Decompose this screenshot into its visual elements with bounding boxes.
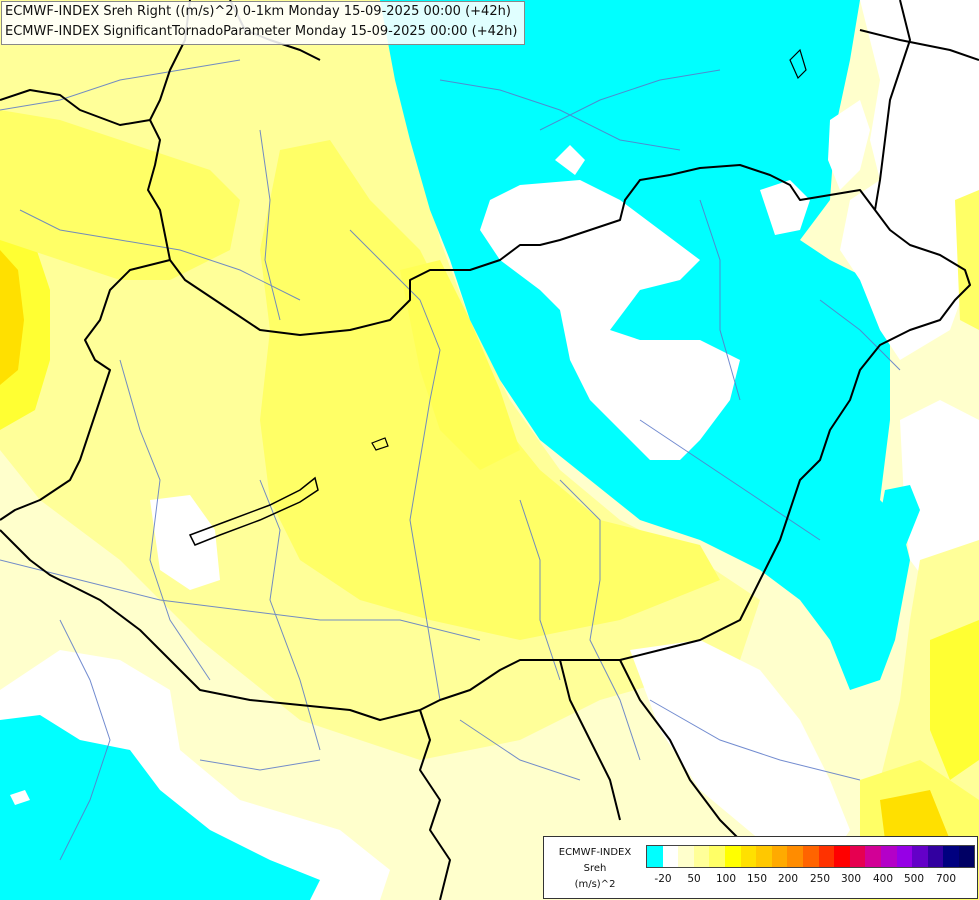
lake-outline-east [789, 48, 807, 80]
legend-swatch [849, 846, 866, 867]
legend-tick-label: 250 [809, 873, 831, 885]
white-hole-mid-east [760, 180, 810, 235]
legend-title: ECMWF-INDEX [558, 847, 632, 858]
legend-swatch [818, 846, 835, 867]
white-zone-east [840, 0, 979, 360]
legend-swatch [740, 846, 757, 867]
legend-swatch [678, 846, 694, 867]
white-hole-north [480, 180, 740, 460]
legend-swatch [709, 846, 725, 867]
legend-tick-label: -20 [654, 873, 672, 885]
legend-swatch [802, 846, 819, 867]
yellow-zone-north [0, 110, 240, 280]
legend-swatch [693, 846, 710, 867]
legend-tick-label: 200 [777, 873, 799, 885]
legend-swatch [912, 846, 928, 867]
legend-swatch [927, 846, 944, 867]
legend-swatch [943, 846, 959, 867]
legend-swatches [646, 845, 976, 868]
legend-swatch [787, 846, 803, 867]
yellow-zone-east-core [930, 620, 979, 780]
legend-field: Sreh [583, 863, 607, 874]
lake-outline [188, 476, 319, 546]
legend-tick-label: 150 [746, 873, 768, 885]
white-hole-east [828, 100, 870, 190]
yellow-zone-center [260, 140, 720, 640]
legend-ticks: -20 50 100 150 200 250 300 400 500 700 [646, 873, 976, 889]
yellow-zone-mid [400, 260, 520, 470]
legend-swatch [834, 846, 850, 867]
cyan-zone-southwest [0, 715, 320, 900]
cyan-tongue-east [850, 485, 920, 675]
legend-tick-label: 100 [715, 873, 737, 885]
legend-tick-label: 300 [840, 873, 862, 885]
yellow-zone-west-peak [0, 250, 24, 385]
white-patch-southeast [630, 640, 850, 860]
legend-swatch [647, 846, 663, 867]
white-hole-small [555, 145, 585, 175]
rivers [0, 59, 901, 861]
legend-tick-label: 400 [872, 873, 894, 885]
lake-outline-small [371, 437, 389, 451]
legend-unit: (m/s)^2 [574, 879, 616, 890]
legend-swatch [771, 846, 788, 867]
legend-swatch [756, 846, 772, 867]
legend-tick-label: 500 [903, 873, 925, 885]
map-header: ECMWF-INDEX Sreh Right ((m/s)^2) 0-1km M… [1, 1, 525, 45]
legend-tick-label: 700 [935, 873, 957, 885]
header-line-2: ECMWF-INDEX SignificantTornadoParameter … [5, 24, 518, 39]
legend-swatch [958, 846, 975, 867]
legend-swatch [896, 846, 913, 867]
color-legend: ECMWF-INDEX Sreh (m/s)^2 -20 50 100 150 200 2… [543, 836, 978, 899]
legend-swatch [880, 846, 897, 867]
legend-swatch [865, 846, 881, 867]
white-patch-west [150, 495, 220, 590]
legend-tick-label: 50 [687, 873, 701, 885]
header-line-1: ECMWF-INDEX Sreh Right ((m/s)^2) 0-1km M… [5, 4, 511, 19]
legend-swatch [662, 846, 679, 867]
legend-swatch [724, 846, 741, 867]
white-hole-southwest [10, 790, 30, 805]
